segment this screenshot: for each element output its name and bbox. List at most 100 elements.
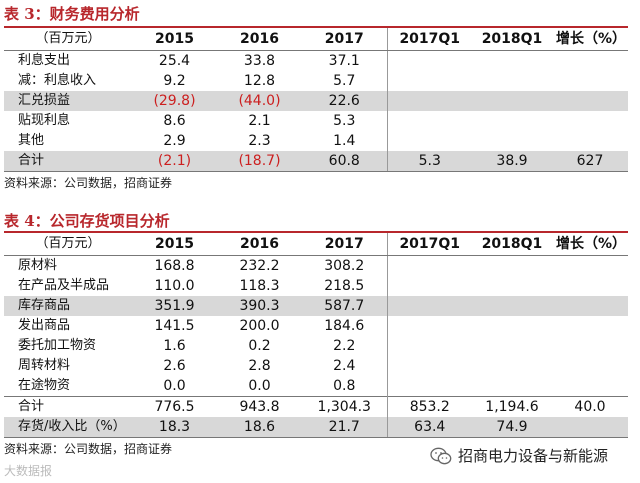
table-cell: 0.0: [163, 378, 186, 394]
table-cell: 1.6: [163, 338, 186, 354]
table3-financial-expenses: （百万元） 2015 2016 2017 2017Q1 2018Q1 增长（%） 利息支出 2…: [4, 26, 628, 172]
table-cell: [552, 417, 628, 438]
table-cell: 390.3: [217, 296, 302, 316]
table-cell: [472, 296, 552, 316]
table-cell: 40.0: [552, 396, 628, 417]
table-cell: (18.7): [217, 151, 302, 172]
table4-header-1: 2015: [132, 231, 217, 256]
table-cell: [472, 256, 552, 277]
row-label: 汇兑损益: [4, 91, 132, 111]
table-cell: 18.6: [217, 417, 302, 438]
table-cell: 0.0: [248, 378, 271, 394]
table4-header-2: 2016: [217, 231, 302, 256]
table-cell: 5.3: [386, 151, 472, 172]
table-cell: [386, 255, 472, 276]
table-cell: 37.1: [328, 53, 360, 69]
table-cell: [552, 376, 628, 397]
table4-header-6: 增长（%）: [552, 231, 628, 256]
table-cell: 74.9: [472, 417, 552, 438]
row-label: 其他: [18, 133, 45, 148]
table-cell: 63.4: [386, 417, 472, 438]
table3-header-5: 2018Q1: [472, 26, 552, 51]
table-cell: 218.5: [324, 278, 365, 294]
table-cell: 2.9: [163, 133, 186, 149]
table-row: 汇兑损益 (29.8) (44.0) 22.6: [4, 91, 628, 111]
table-cell: [472, 131, 552, 151]
table-cell: [386, 336, 472, 356]
table-cell: [386, 356, 472, 376]
table-row: 库存商品 351.9 390.3 587.7: [4, 296, 628, 316]
table-cell: 627: [552, 151, 628, 172]
table-cell: [386, 131, 472, 151]
table-cell: 33.8: [243, 53, 276, 69]
table-cell: 0.8: [333, 378, 356, 394]
table-cell: 2.3: [248, 133, 271, 149]
wechat-icon: [430, 447, 452, 464]
table-cell: 351.9: [132, 296, 217, 316]
table-cell: (29.8): [132, 91, 217, 111]
table-cell: [386, 111, 472, 131]
table-cell: [386, 316, 472, 336]
table-cell: 18.3: [132, 417, 217, 438]
table-cell: 776.5: [132, 396, 217, 417]
watermark-right-text: 招商电力设备与新能源: [458, 447, 609, 465]
table-cell: [472, 276, 552, 296]
table-cell: 9.2: [163, 73, 186, 89]
table-cell: 12.8: [243, 73, 276, 89]
table4-source: 资料来源：公司数据，招商证券: [4, 442, 173, 456]
table-row: 利息支出 25.4 33.8 37.1: [4, 50, 628, 72]
row-label: 合计: [4, 396, 132, 417]
table-cell: 141.5: [154, 318, 195, 334]
table-cell: [472, 336, 552, 356]
table-cell: 5.7: [333, 73, 356, 89]
table-row: 委托加工物资 1.6 0.2 2.2: [4, 336, 628, 356]
table3-header-3: 2017: [302, 26, 387, 51]
table-row: 合计 (2.1) (18.7) 60.8 5.3 38.9 627: [4, 151, 628, 172]
table-cell: [552, 316, 628, 336]
table-cell: 25.4: [158, 53, 191, 69]
table-cell: 200.0: [239, 318, 280, 334]
watermark-left-text: 大数据报: [4, 464, 53, 478]
table3-header-1: 2015: [132, 26, 217, 51]
table-row: 周转材料 2.6 2.8 2.4: [4, 356, 628, 376]
table4-header-4: 2017Q1: [386, 231, 472, 256]
table-cell: [386, 296, 472, 316]
table-cell: [386, 91, 472, 111]
table4-header-row: （百万元） 2015 2016 2017 2017Q1 2018Q1 增长（%）: [4, 231, 628, 256]
table3-title: 表 3：财务费用分析: [4, 5, 140, 23]
table4-inventory-analysis: （百万元） 2015 2016 2017 2017Q1 2018Q1 增长（%） 原材料 16…: [4, 231, 628, 438]
table-cell: [552, 131, 628, 151]
table-cell: [552, 336, 628, 356]
table-cell: 232.2: [239, 258, 280, 274]
table-cell: [552, 51, 628, 72]
table-cell: 943.8: [217, 396, 302, 417]
table-cell: [386, 71, 472, 91]
table-cell: 38.9: [472, 151, 552, 172]
row-label: 发出商品: [18, 318, 71, 333]
row-label: 减：利息收入: [18, 73, 97, 88]
table-cell: (44.0): [217, 91, 302, 111]
table-cell: [472, 356, 552, 376]
row-label: 合计: [4, 151, 132, 172]
row-label: 贴现利息: [18, 113, 71, 128]
row-label: 利息支出: [18, 53, 71, 68]
table4-header-5: 2018Q1: [472, 231, 552, 256]
table-row: 在途物资 0.0 0.0 0.8: [4, 376, 628, 397]
table-cell: [552, 356, 628, 376]
watermark-right: 招商电力设备与新能源: [430, 445, 608, 466]
table3-header-6: 增长（%）: [552, 26, 628, 51]
table-cell: [472, 71, 552, 91]
table-cell: [552, 71, 628, 91]
watermark-left: 大数据报: [4, 462, 52, 479]
table-cell: [386, 276, 472, 296]
table-cell: [472, 376, 552, 397]
table4-header-3: 2017: [302, 231, 387, 256]
table-cell: 118.3: [239, 278, 280, 294]
table-cell: 2.4: [333, 358, 356, 374]
row-label: 委托加工物资: [18, 338, 97, 353]
table-cell: (2.1): [132, 151, 217, 172]
table-cell: 1,304.3: [302, 396, 387, 417]
table-cell: 2.8: [248, 358, 271, 374]
row-label: 原材料: [18, 258, 58, 273]
table-cell: [552, 296, 628, 316]
